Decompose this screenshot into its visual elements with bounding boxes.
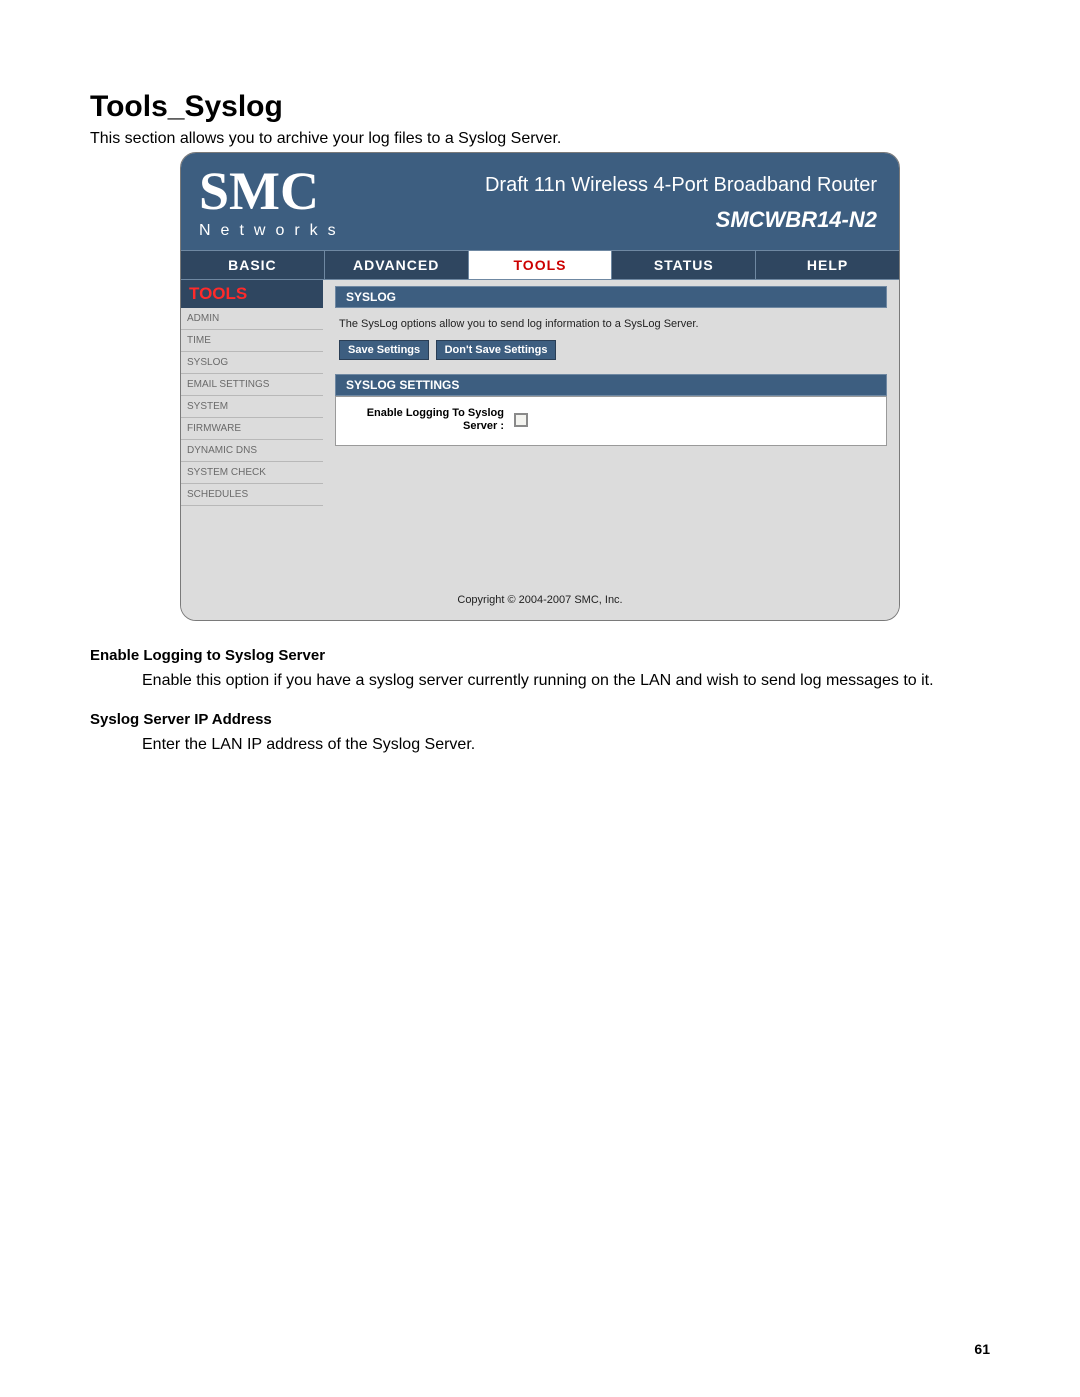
content-area: SYSLOG The SysLog options allow you to s…: [323, 280, 899, 550]
page-intro: This section allows you to archive your …: [90, 130, 990, 148]
smc-logo: SMC Networks: [199, 167, 346, 240]
button-row: Save Settings Don't Save Settings: [335, 340, 887, 374]
router-title-line2: SMCWBR14-N2: [364, 207, 877, 233]
tab-tools[interactable]: TOOLS: [469, 251, 613, 279]
page-number: 61: [974, 1341, 990, 1357]
save-settings-button[interactable]: Save Settings: [339, 340, 429, 360]
router-body: TOOLS ADMIN TIME SYSLOG EMAIL SETTINGS S…: [181, 280, 899, 550]
panel-syslog-settings-header: SYSLOG SETTINGS: [335, 374, 887, 396]
doc-heading-2: Syslog Server IP Address: [90, 711, 990, 728]
sidebar-item-email[interactable]: EMAIL SETTINGS: [181, 374, 323, 396]
sidebar: TOOLS ADMIN TIME SYSLOG EMAIL SETTINGS S…: [181, 280, 323, 550]
sidebar-item-ddns[interactable]: DYNAMIC DNS: [181, 440, 323, 462]
tab-help[interactable]: HELP: [756, 251, 899, 279]
enable-logging-row: Enable Logging To Syslog Server :: [344, 407, 878, 433]
panel-syslog-desc: The SysLog options allow you to send log…: [335, 308, 887, 340]
sidebar-item-syscheck[interactable]: SYSTEM CHECK: [181, 462, 323, 484]
doc-text-2: Enter the LAN IP address of the Syslog S…: [142, 734, 990, 756]
main-tabs: BASIC ADVANCED TOOLS STATUS HELP: [181, 250, 899, 280]
sidebar-item-system[interactable]: SYSTEM: [181, 396, 323, 418]
doc-section: Enable Logging to Syslog Server Enable t…: [90, 647, 990, 756]
dont-save-settings-button[interactable]: Don't Save Settings: [436, 340, 557, 360]
panel-syslog-header: SYSLOG: [335, 286, 887, 308]
sidebar-item-syslog[interactable]: SYSLOG: [181, 352, 323, 374]
sidebar-title: TOOLS: [181, 280, 323, 308]
router-title-line1: Draft 11n Wireless 4-Port Broadband Rout…: [364, 174, 877, 197]
enable-logging-label: Enable Logging To Syslog Server :: [344, 407, 504, 433]
tab-basic[interactable]: BASIC: [181, 251, 325, 279]
sidebar-item-schedules[interactable]: SCHEDULES: [181, 484, 323, 506]
router-title-block: Draft 11n Wireless 4-Port Broadband Rout…: [364, 174, 877, 233]
logo-sub: Networks: [199, 222, 346, 240]
logo-main: SMC: [199, 167, 346, 216]
doc-heading-1: Enable Logging to Syslog Server: [90, 647, 990, 664]
tab-advanced[interactable]: ADVANCED: [325, 251, 469, 279]
sidebar-item-firmware[interactable]: FIRMWARE: [181, 418, 323, 440]
page-title: Tools_Syslog: [90, 90, 990, 124]
copyright-text: Copyright © 2004-2007 SMC, Inc.: [181, 550, 899, 620]
doc-text-1: Enable this option if you have a syslog …: [142, 670, 990, 692]
enable-logging-checkbox[interactable]: [514, 413, 528, 427]
sidebar-item-time[interactable]: TIME: [181, 330, 323, 352]
syslog-settings-body: Enable Logging To Syslog Server :: [335, 396, 887, 446]
router-screenshot: SMC Networks Draft 11n Wireless 4-Port B…: [180, 152, 900, 621]
tab-status[interactable]: STATUS: [612, 251, 756, 279]
router-header: SMC Networks Draft 11n Wireless 4-Port B…: [181, 153, 899, 250]
sidebar-item-admin[interactable]: ADMIN: [181, 308, 323, 330]
